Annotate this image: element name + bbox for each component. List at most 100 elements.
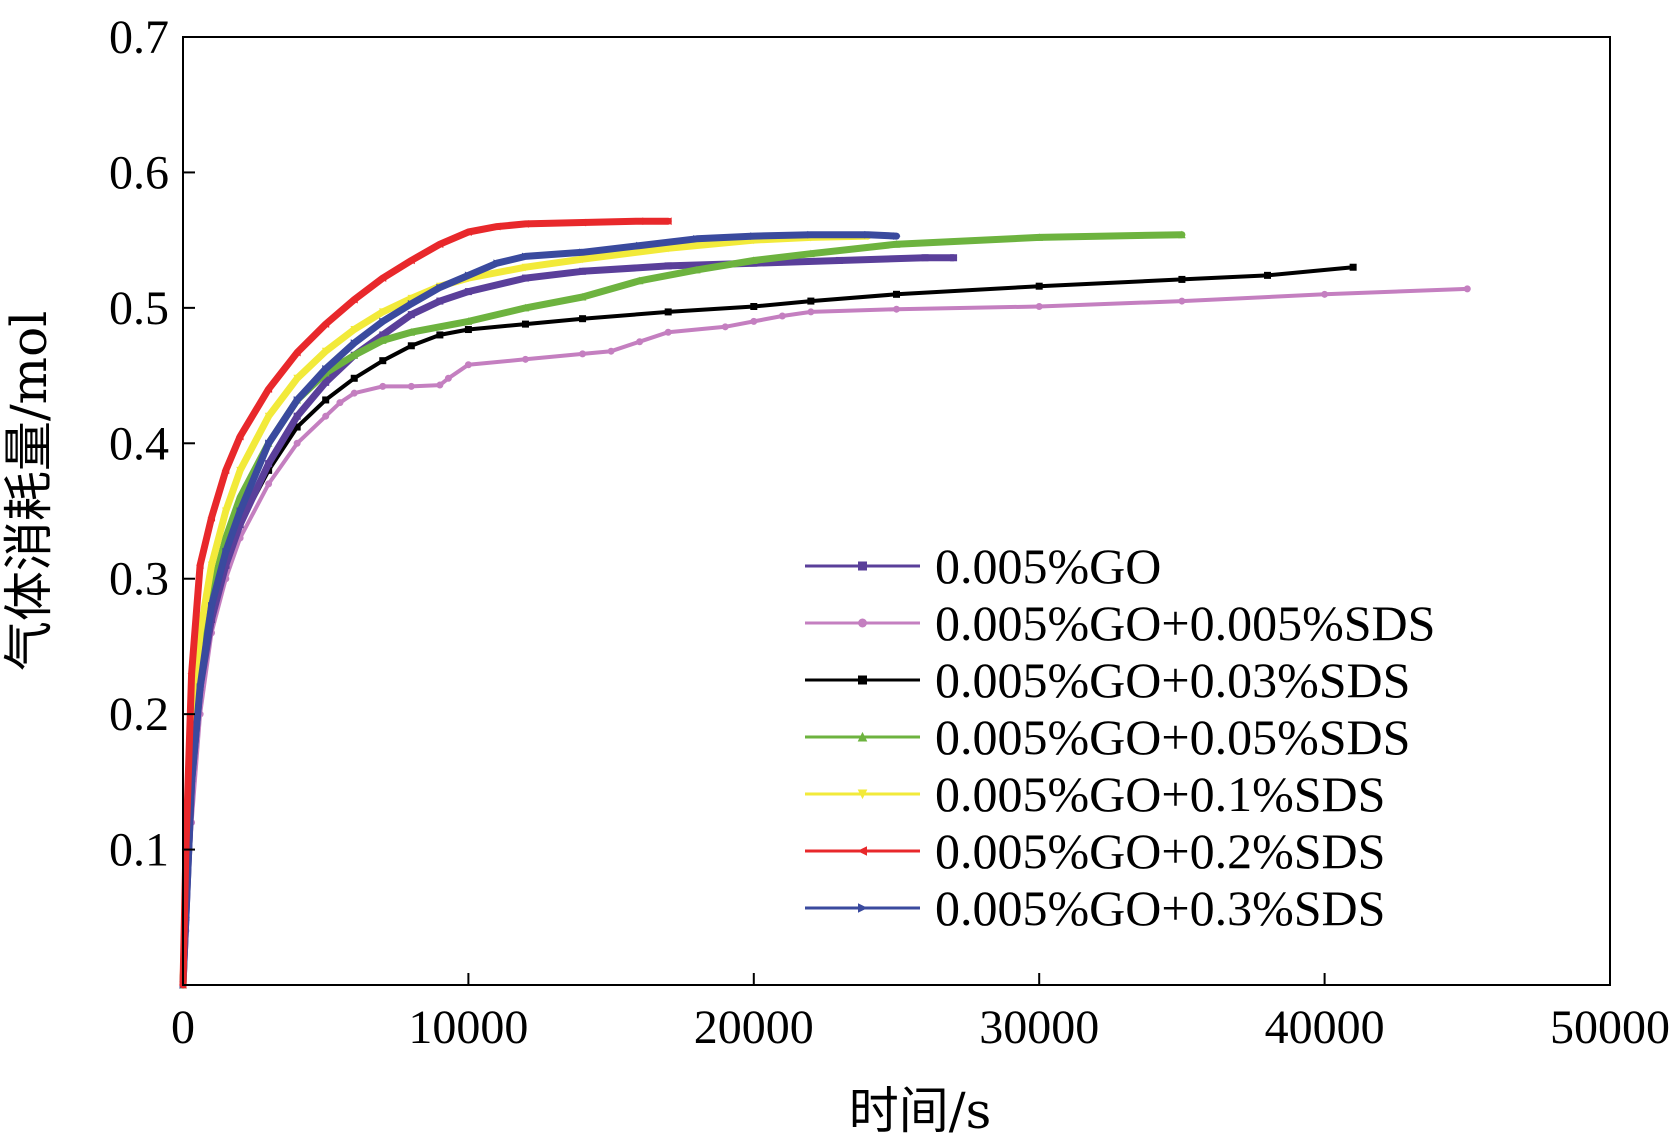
data-point — [664, 328, 672, 336]
data-point — [378, 336, 387, 344]
data-point — [350, 351, 359, 359]
data-point — [1463, 285, 1471, 293]
data-point — [464, 228, 472, 236]
data-point — [464, 271, 473, 280]
legend-marker — [857, 789, 868, 800]
ticks-layer: 0 10000 20000 30000 40000 50000 0.1 0.2 0.3 0.4 0.… — [109, 11, 1670, 1054]
data-point — [721, 323, 729, 331]
data-point — [893, 232, 901, 240]
data-point — [521, 274, 529, 282]
data-point — [1035, 282, 1043, 290]
data-point — [950, 254, 958, 262]
data-point — [350, 374, 358, 382]
data-point — [265, 460, 273, 468]
legend-item: 0.005%GO+0.3%SDS — [805, 880, 1385, 936]
data-point — [521, 263, 530, 272]
y-tick-label: 0.1 — [109, 824, 169, 877]
data-point — [664, 217, 672, 225]
data-point — [207, 513, 216, 522]
legend-label: 0.005%GO+0.2%SDS — [935, 823, 1385, 879]
data-point — [407, 382, 415, 390]
data-point — [208, 601, 216, 610]
data-point — [492, 222, 501, 231]
data-point — [321, 347, 330, 356]
data-point — [1035, 233, 1044, 241]
data-point — [350, 389, 358, 397]
legend-item: 0.005%GO+0.03%SDS — [805, 652, 1410, 708]
data-point — [435, 240, 444, 249]
x-tick-label: 50000 — [1550, 1001, 1670, 1054]
data-point — [336, 399, 344, 407]
data-point — [379, 357, 387, 365]
data-point — [636, 241, 644, 250]
data-point — [322, 364, 330, 373]
data-point — [322, 378, 330, 386]
data-point — [407, 256, 415, 265]
data-point — [521, 303, 530, 312]
data-point — [444, 374, 452, 382]
legend-label: 0.005%GO+0.3%SDS — [935, 880, 1385, 936]
data-point — [893, 290, 900, 298]
data-point — [1349, 263, 1357, 271]
data-point — [378, 274, 387, 282]
data-point — [321, 320, 330, 328]
data-point — [893, 305, 900, 313]
data-point — [1321, 290, 1329, 298]
data-point — [1264, 271, 1272, 279]
data-point — [636, 338, 644, 346]
data-point — [521, 220, 529, 228]
data-point — [293, 396, 302, 404]
y-axis-title: 气体消耗量/mol — [0, 311, 58, 671]
legend-label: 0.005%GO+0.03%SDS — [935, 652, 1410, 708]
data-point — [350, 339, 359, 347]
data-point — [436, 283, 444, 292]
data-point — [835, 256, 843, 264]
data-point — [379, 317, 387, 326]
data-point — [293, 348, 301, 357]
data-point — [407, 299, 416, 308]
data-point — [436, 297, 444, 305]
data-point — [379, 382, 387, 390]
data-point — [196, 629, 204, 638]
data-point — [235, 432, 244, 441]
series-0-005-go-0-2-sds — [178, 217, 672, 989]
data-point — [407, 311, 415, 319]
legend-item: 0.005%GO+0.1%SDS — [805, 766, 1385, 822]
data-point — [407, 294, 416, 303]
data-point — [635, 276, 644, 285]
data-point — [322, 396, 330, 404]
legend-marker — [858, 675, 867, 685]
data-point — [407, 342, 415, 350]
data-point — [1035, 303, 1043, 311]
plot-frame — [182, 36, 1611, 986]
data-point — [578, 292, 587, 301]
data-point — [521, 355, 529, 363]
legend-item: 0.005%GO+0.05%SDS — [805, 709, 1410, 765]
y-tick-label: 0.4 — [109, 417, 169, 470]
data-point — [750, 317, 758, 325]
data-point — [236, 466, 244, 475]
data-point — [293, 374, 301, 383]
legend-label: 0.005%GO — [935, 538, 1161, 594]
legend-item: 0.005%GO+0.2%SDS — [805, 823, 1385, 879]
data-point — [579, 267, 587, 275]
legend-item: 0.005%GO — [805, 538, 1161, 594]
x-tick-label: 10000 — [408, 1001, 528, 1054]
data-point — [196, 683, 205, 691]
data-point — [464, 317, 473, 325]
data-point — [493, 259, 502, 267]
x-tick-label: 20000 — [694, 1001, 814, 1054]
data-point — [921, 254, 929, 262]
data-point — [807, 308, 815, 316]
data-point — [407, 328, 416, 336]
data-point — [350, 326, 359, 334]
series-line — [179, 217, 672, 989]
data-point — [607, 347, 615, 355]
data-point — [436, 381, 444, 389]
x-tick-label: 30000 — [979, 1001, 1099, 1054]
y-tick-label: 0.2 — [109, 688, 169, 741]
data-point — [578, 255, 587, 264]
data-point — [864, 230, 873, 239]
legend-label: 0.005%GO+0.005%SDS — [935, 595, 1435, 651]
